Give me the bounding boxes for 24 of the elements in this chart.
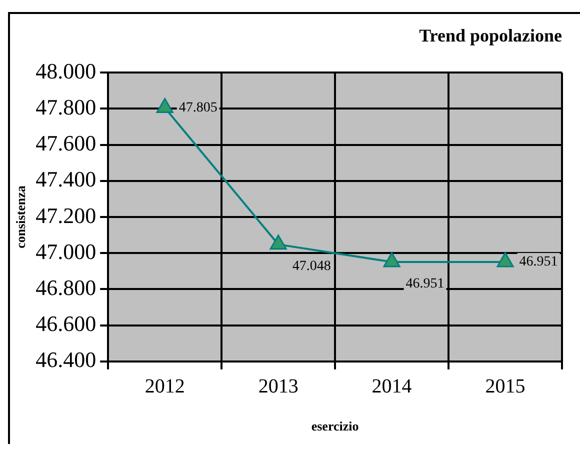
point bbox=[156, 98, 174, 114]
data-label: 47.048 bbox=[292, 259, 331, 274]
x-tick-label: 2014 bbox=[372, 376, 412, 398]
data-label: 46.951 bbox=[519, 254, 558, 270]
x-tick-label: 2015 bbox=[485, 376, 526, 398]
y-tick-label: 47.800 bbox=[36, 94, 96, 120]
data-label: 46.951 bbox=[406, 276, 444, 292]
y-tick-label: 46.800 bbox=[36, 274, 96, 300]
data-label: 47.805 bbox=[178, 100, 218, 116]
y-tick-label: 48.000 bbox=[36, 58, 96, 84]
point bbox=[383, 252, 400, 268]
x-tick-label: 2012 bbox=[144, 376, 185, 398]
y-tick-label: 47.400 bbox=[36, 166, 96, 192]
x-axis-title: esercizio bbox=[311, 418, 359, 434]
point bbox=[270, 234, 287, 250]
y-tick-label: 47.000 bbox=[36, 238, 96, 264]
y-tick-label: 47.200 bbox=[36, 202, 96, 228]
chart-title: Trend popolazione bbox=[419, 25, 562, 46]
point bbox=[496, 252, 514, 268]
y-tick-label: 46.600 bbox=[36, 311, 96, 336]
y-axis-title: consistenza bbox=[13, 185, 28, 248]
x-tick-label: 2013 bbox=[258, 376, 298, 398]
y-tick-label: 47.600 bbox=[36, 130, 96, 156]
y-tick-label: 46.400 bbox=[36, 347, 96, 372]
